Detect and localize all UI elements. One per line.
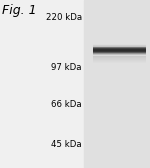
Bar xyxy=(93,57,146,58)
Text: 97 kDa: 97 kDa xyxy=(51,63,82,72)
Bar xyxy=(93,58,146,59)
Bar xyxy=(93,48,146,49)
Bar xyxy=(93,54,146,55)
Bar xyxy=(93,61,146,62)
Bar xyxy=(93,55,146,56)
Bar xyxy=(93,50,146,51)
Text: 45 kDa: 45 kDa xyxy=(51,140,82,149)
Text: 220 kDa: 220 kDa xyxy=(46,13,82,22)
Bar xyxy=(93,60,146,61)
Bar xyxy=(93,47,146,48)
Bar xyxy=(93,52,146,53)
Bar xyxy=(93,50,146,51)
Bar xyxy=(93,45,146,46)
Bar xyxy=(93,46,146,47)
Bar xyxy=(93,62,146,63)
Bar xyxy=(93,51,146,52)
Bar xyxy=(84,0,150,168)
Bar xyxy=(93,53,146,54)
Bar xyxy=(93,54,146,55)
Bar xyxy=(93,47,146,48)
Bar xyxy=(93,44,146,45)
Bar xyxy=(93,59,146,60)
Bar xyxy=(93,49,146,50)
Text: 66 kDa: 66 kDa xyxy=(51,100,82,109)
Text: Fig. 1: Fig. 1 xyxy=(2,4,36,17)
Bar xyxy=(93,53,146,54)
Bar xyxy=(93,56,146,57)
Bar xyxy=(93,51,146,52)
Bar xyxy=(93,46,146,47)
Bar xyxy=(93,52,146,53)
Bar xyxy=(93,49,146,50)
Bar xyxy=(93,45,146,46)
